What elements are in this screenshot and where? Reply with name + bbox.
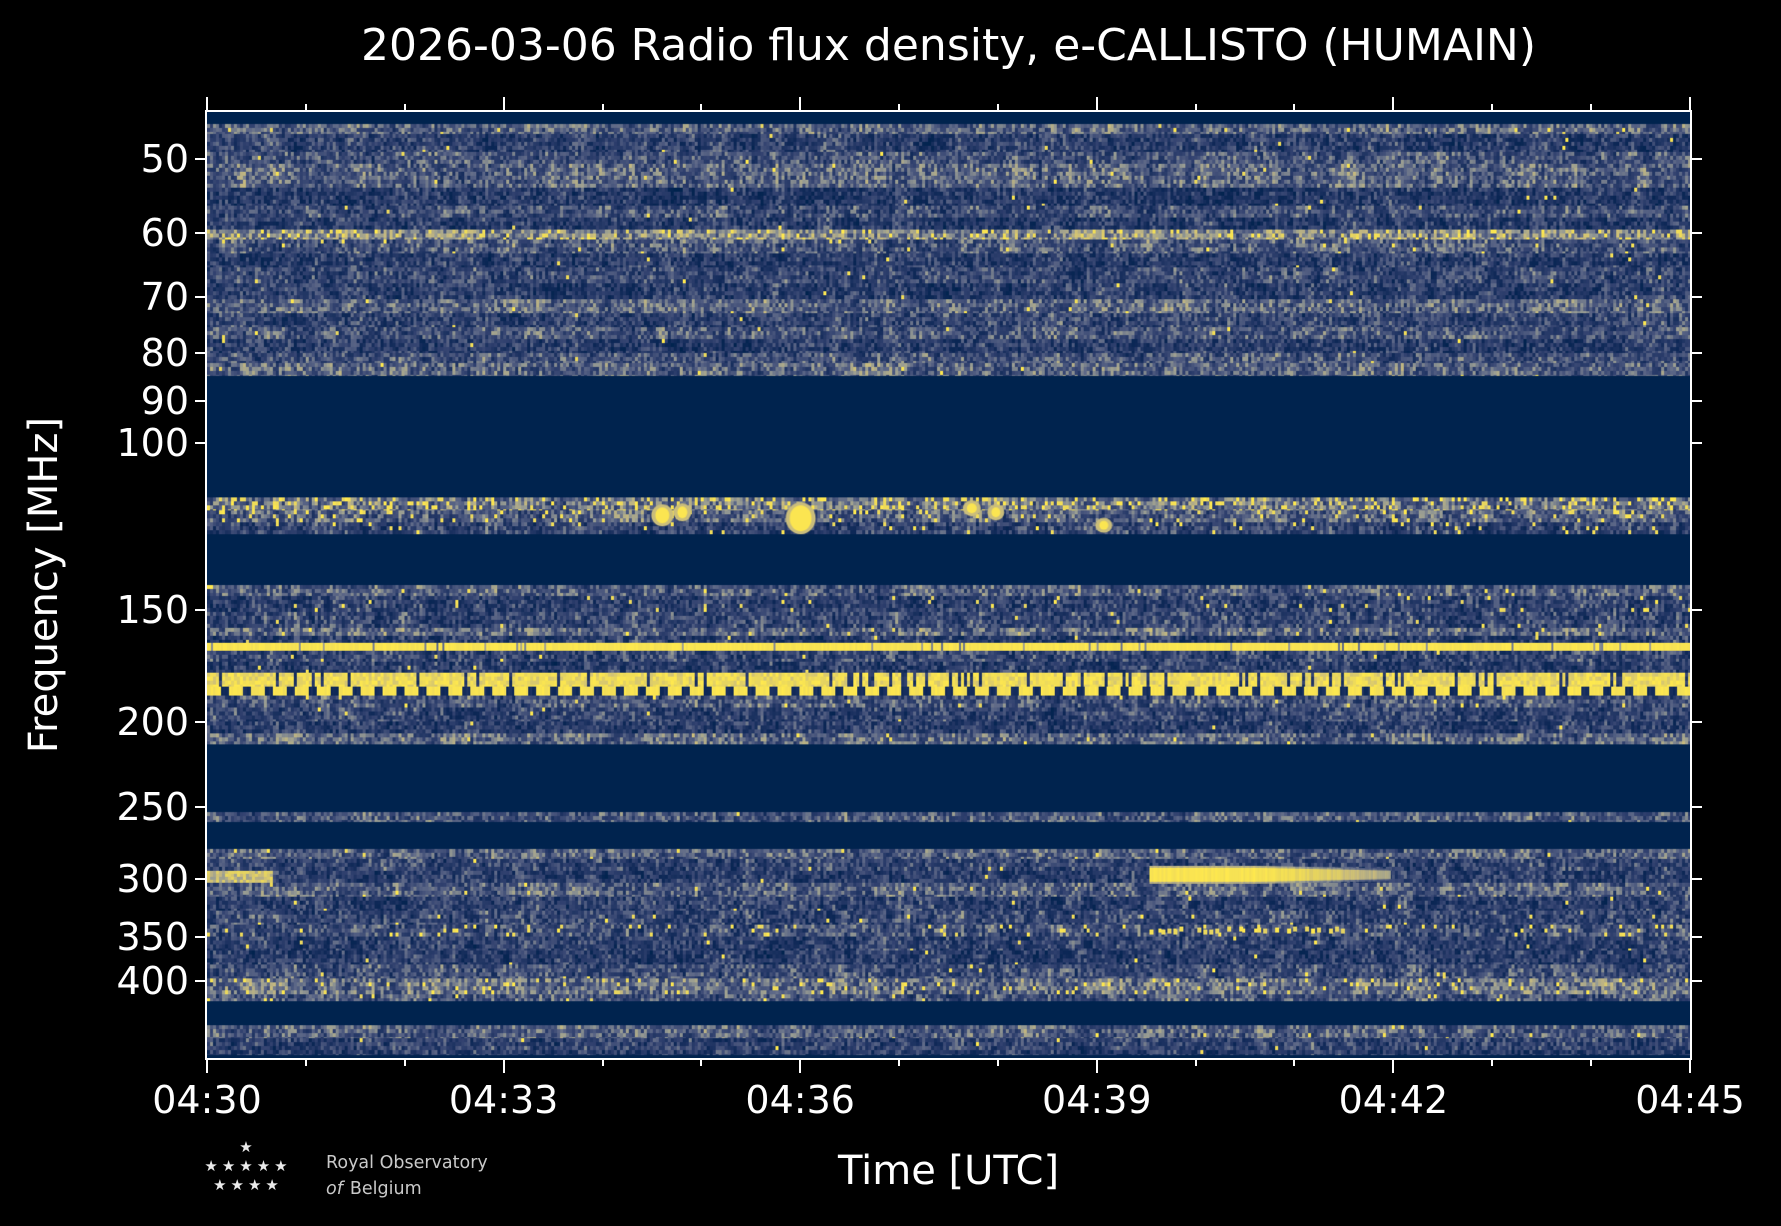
y-tick-major — [1690, 935, 1702, 938]
y-tick-major — [1690, 351, 1702, 354]
x-tick-minor — [1194, 104, 1197, 112]
x-tick-minor — [996, 104, 999, 112]
rob-logo-stars: ★ ★★★★★ ★★★★ — [196, 1138, 300, 1195]
y-tick-label: 90 — [140, 378, 189, 423]
star-icon-row-2: ★★★★★ — [204, 1157, 292, 1175]
x-tick-major — [1095, 1058, 1098, 1073]
y-tick-major — [1690, 441, 1702, 444]
x-tick-minor — [304, 1058, 307, 1066]
x-tick-label: 04:45 — [1635, 1078, 1745, 1122]
x-tick-minor — [1194, 1058, 1197, 1066]
x-tick-minor — [1491, 104, 1494, 112]
y-tick-label: 350 — [116, 914, 189, 959]
x-tick-major — [206, 1058, 208, 1073]
x-tick-major — [1392, 97, 1395, 112]
chart-title: 2026-03-06 Radio flux density, e-CALLIST… — [360, 20, 1537, 71]
x-tick-major — [1689, 97, 1691, 112]
x-tick-minor — [304, 104, 307, 112]
y-tick-label: 50 — [140, 136, 189, 181]
star-icon-row-3: ★★★★ — [213, 1176, 283, 1194]
y-tick-major — [195, 935, 207, 938]
y-tick-label: 100 — [116, 420, 189, 465]
y-tick-major — [195, 157, 207, 160]
x-tick-minor — [1590, 104, 1593, 112]
star-icon-row-1: ★ — [239, 1138, 257, 1156]
y-tick-major — [195, 441, 207, 444]
x-tick-label: 04:30 — [152, 1078, 262, 1122]
x-tick-major — [502, 1058, 505, 1073]
x-tick-minor — [700, 1058, 703, 1066]
y-tick-major — [1690, 399, 1702, 402]
plot-area: 04:30 04:33 04:36 04:39 04:42 04:45 50 60 70 80 90… — [116, 97, 1745, 1122]
x-tick-major — [502, 97, 505, 112]
x-tick-minor — [1293, 1058, 1296, 1066]
y-tick-major — [1690, 877, 1702, 880]
y-tick-major — [195, 399, 207, 402]
y-tick-label: 400 — [116, 959, 189, 1004]
y-tick-major — [1690, 232, 1702, 235]
y-tick-major — [1690, 806, 1702, 809]
y-tick-major — [1690, 980, 1702, 983]
y-tick-major — [1690, 721, 1702, 724]
y-tick-label: 60 — [140, 211, 189, 256]
y-tick-label: 150 — [116, 587, 189, 632]
y-tick-major — [195, 980, 207, 983]
x-tick-minor — [996, 1058, 999, 1066]
x-tick-major — [799, 1058, 802, 1073]
y-tick-major — [195, 608, 207, 611]
logo-line2-of: of — [326, 1179, 343, 1200]
x-tick-major — [206, 97, 208, 112]
y-tick-major — [195, 721, 207, 724]
x-tick-minor — [403, 1058, 406, 1066]
spectrogram-canvas — [207, 112, 1690, 1058]
y-tick-label: 250 — [116, 785, 189, 830]
x-tick-label: 04:42 — [1338, 1078, 1449, 1122]
rob-logo: ★ ★★★★★ ★★★★ Royal Observatory of Belgium — [196, 1138, 488, 1203]
logo-line-1: Royal Observatory — [326, 1153, 488, 1173]
logo-line-2: of Belgium — [326, 1176, 488, 1202]
rob-logo-text: Royal Observatory of Belgium — [326, 1138, 488, 1203]
y-tick-major — [195, 351, 207, 354]
x-tick-minor — [898, 104, 901, 112]
y-tick-label: 200 — [116, 700, 189, 745]
x-axis-label: Time [UTC] — [837, 1148, 1060, 1194]
x-tick-minor — [898, 1058, 901, 1066]
y-tick-major — [195, 296, 207, 299]
logo-line2-belgium: Belgium — [349, 1179, 422, 1200]
y-tick-major — [1690, 296, 1702, 299]
y-tick-major — [195, 232, 207, 235]
x-tick-major — [1095, 97, 1098, 112]
y-tick-major — [195, 806, 207, 809]
x-tick-minor — [1590, 1058, 1593, 1066]
x-tick-major — [799, 97, 802, 112]
x-tick-minor — [403, 104, 406, 112]
x-tick-minor — [1293, 104, 1296, 112]
x-tick-label: 04:39 — [1042, 1078, 1152, 1122]
y-tick-major — [1690, 157, 1702, 160]
x-tick-major — [1392, 1058, 1395, 1073]
x-tick-minor — [601, 1058, 604, 1066]
x-tick-major — [1689, 1058, 1691, 1073]
x-tick-label: 04:36 — [745, 1078, 855, 1122]
y-tick-major — [1690, 608, 1702, 611]
x-tick-label: 04:33 — [448, 1078, 559, 1122]
y-tick-label: 300 — [116, 856, 189, 901]
x-tick-minor — [700, 104, 703, 112]
y-axis-label: Frequency [MHz] — [21, 416, 67, 754]
y-tick-major — [195, 877, 207, 880]
y-tick-label: 70 — [140, 275, 189, 320]
x-tick-minor — [1491, 1058, 1494, 1066]
x-tick-minor — [601, 104, 604, 112]
y-tick-label: 80 — [140, 330, 189, 375]
